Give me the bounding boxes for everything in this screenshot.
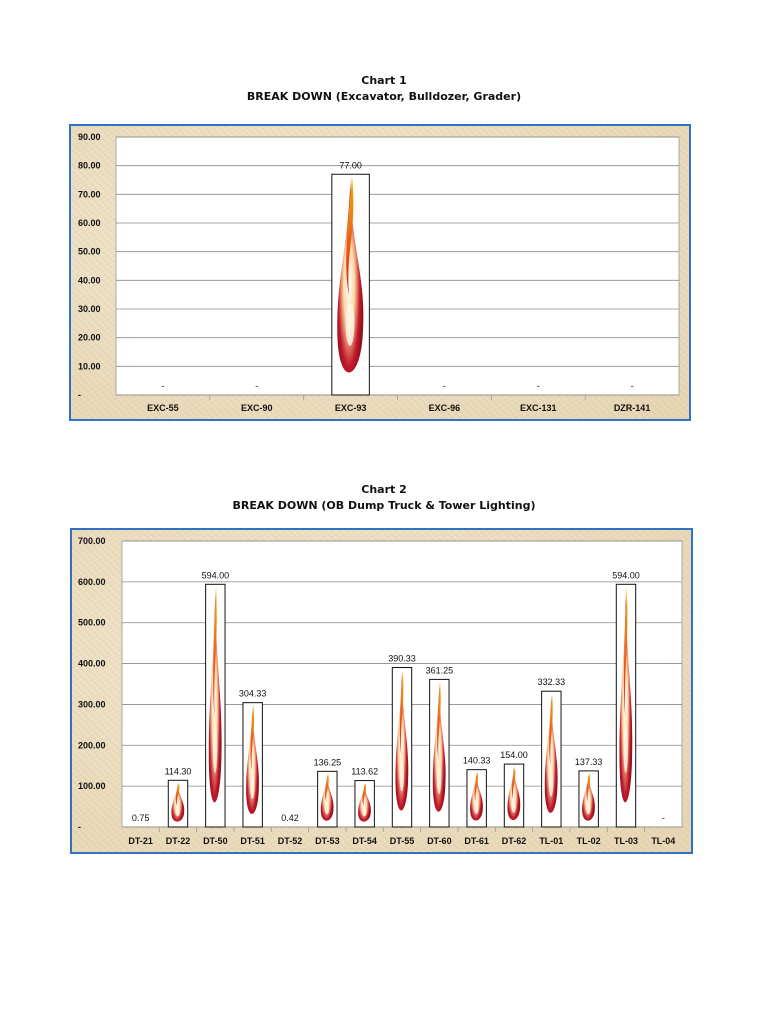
y-tick-label: 90.00 <box>78 132 101 142</box>
x-tick-label: EXC-93 <box>335 403 367 413</box>
data-label: - <box>631 381 634 391</box>
data-label: 113.62 <box>351 767 378 777</box>
data-label: 332.33 <box>538 677 566 687</box>
bar <box>391 667 413 828</box>
y-tick-label: 700.00 <box>78 536 106 546</box>
y-tick-label: 500.00 <box>78 618 106 628</box>
y-tick-label: 600.00 <box>78 577 106 587</box>
chart-2-panel: - 100.00 200.00 300.00 400.00 500.00 600.00 700… <box>70 528 693 854</box>
data-label: 140.33 <box>463 756 491 766</box>
x-tick-label: EXC-90 <box>241 403 273 413</box>
chart-1-panel: - 10.00 20.00 30.00 40.00 50.00 60.00 70.00 80.0… <box>69 124 691 421</box>
x-tick-label: DT-21 <box>128 836 153 846</box>
data-label: - <box>161 381 164 391</box>
y-tick-label: 40.00 <box>78 275 101 285</box>
chart-2-subtitle: BREAK DOWN (OB Dump Truck & Tower Lighti… <box>232 499 536 512</box>
data-label: 154.00 <box>500 750 528 760</box>
chart-1-plot: - 10.00 20.00 30.00 40.00 50.00 60.00 70.00 80.0… <box>78 132 680 413</box>
data-label: 594.00 <box>612 570 640 580</box>
data-label: - <box>443 381 446 391</box>
y-tick-label: 200.00 <box>78 740 106 750</box>
bar <box>578 770 599 828</box>
data-label: 0.75 <box>132 813 150 823</box>
y-tick-label: - <box>78 390 81 400</box>
data-label: 594.00 <box>202 570 230 580</box>
y-tick-label: - <box>78 822 81 832</box>
bar <box>167 779 189 828</box>
x-tick-label: DT-54 <box>352 836 377 846</box>
y-tick-label: 400.00 <box>78 659 106 669</box>
data-label: 114.30 <box>165 766 192 776</box>
y-tick-label: 10.00 <box>78 361 101 371</box>
y-tick-label: 300.00 <box>78 699 106 709</box>
x-tick-label: DT-52 <box>278 836 303 846</box>
x-tick-label: TL-01 <box>539 836 563 846</box>
y-tick-label: 50.00 <box>78 247 101 257</box>
x-tick-label: DT-62 <box>502 836 527 846</box>
bar <box>205 583 226 828</box>
bar <box>317 770 338 828</box>
chart-1-subtitle: BREAK DOWN (Excavator, Bulldozer, Grader… <box>246 90 522 103</box>
data-label: - <box>255 381 258 391</box>
x-tick-label: DT-61 <box>464 836 489 846</box>
data-label: 77.00 <box>339 160 362 170</box>
data-label: 390.33 <box>388 654 416 664</box>
y-tick-label: 100.00 <box>78 781 106 791</box>
x-tick-label: DT-60 <box>427 836 452 846</box>
chart-1-title: Chart 1 <box>361 74 407 87</box>
bar <box>615 583 637 828</box>
bar <box>429 678 450 828</box>
y-tick-label: 20.00 <box>78 333 101 343</box>
x-tick-label: DT-50 <box>203 836 228 846</box>
x-tick-label: TL-03 <box>614 836 638 846</box>
data-label: 137.33 <box>575 757 603 767</box>
bar <box>466 769 487 828</box>
x-tick-label: DT-51 <box>240 836 265 846</box>
x-tick-label: DT-53 <box>315 836 340 846</box>
bar <box>331 173 370 396</box>
data-label: 304.33 <box>239 689 267 699</box>
y-tick-label: 30.00 <box>78 304 101 314</box>
x-tick-label: EXC-55 <box>147 403 179 413</box>
data-label: - <box>537 381 540 391</box>
x-tick-label: TL-02 <box>577 836 601 846</box>
data-label: 136.25 <box>314 757 342 767</box>
bar <box>242 702 263 828</box>
bar <box>354 780 375 828</box>
x-tick-label: EXC-131 <box>520 403 557 413</box>
data-label: 361.25 <box>426 665 454 675</box>
y-tick-label: 80.00 <box>78 161 101 171</box>
chart-2-title: Chart 2 <box>361 483 407 496</box>
x-tick-label: TL-04 <box>651 836 675 846</box>
x-tick-label: DZR-141 <box>614 403 651 413</box>
bar <box>503 763 525 828</box>
bar <box>541 690 562 828</box>
y-tick-label: 60.00 <box>78 218 101 228</box>
x-tick-label: EXC-96 <box>429 403 461 413</box>
data-label: - <box>662 813 665 823</box>
data-label: 0.42 <box>281 813 299 823</box>
x-tick-label: DT-22 <box>166 836 191 846</box>
chart-2-plot: - 100.00 200.00 300.00 400.00 500.00 600.00 700… <box>78 536 683 846</box>
y-tick-label: 70.00 <box>78 189 101 199</box>
x-tick-label: DT-55 <box>390 836 415 846</box>
